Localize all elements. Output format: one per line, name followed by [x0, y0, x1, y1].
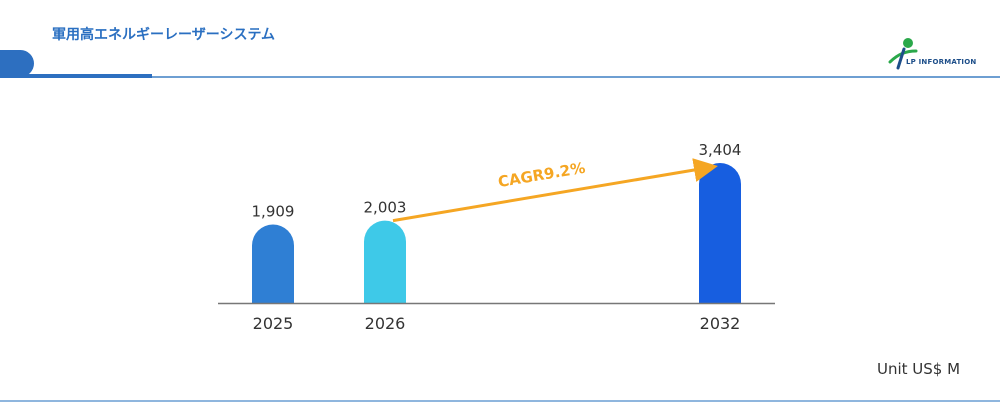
data-label-2032: 3,404 [699, 141, 742, 159]
data-label-2026: 2,003 [364, 199, 407, 217]
bar-2026 [364, 220, 406, 303]
header-tab-accent [0, 50, 34, 77]
data-label-2025: 1,909 [252, 202, 295, 220]
bar-2025 [252, 224, 294, 303]
header-band [0, 74, 152, 78]
page-title: 軍用高エネルギーレーザーシステム [52, 27, 276, 43]
cagr-arrow [392, 158, 718, 223]
x-tick-label-2026: 2026 [365, 314, 406, 333]
x-tick-label-2025: 2025 [253, 314, 294, 333]
bar-2032 [699, 163, 741, 303]
header-divider [152, 76, 1000, 78]
lp-information-logo-icon [888, 38, 918, 70]
x-tick-label-2032: 2032 [700, 314, 741, 333]
cagr-label: CAGR9.2% [497, 159, 587, 191]
unit-label: Unit US$ M [877, 360, 961, 378]
footer-divider [0, 400, 1000, 402]
logo-text: LP INFORMATION [906, 58, 977, 66]
